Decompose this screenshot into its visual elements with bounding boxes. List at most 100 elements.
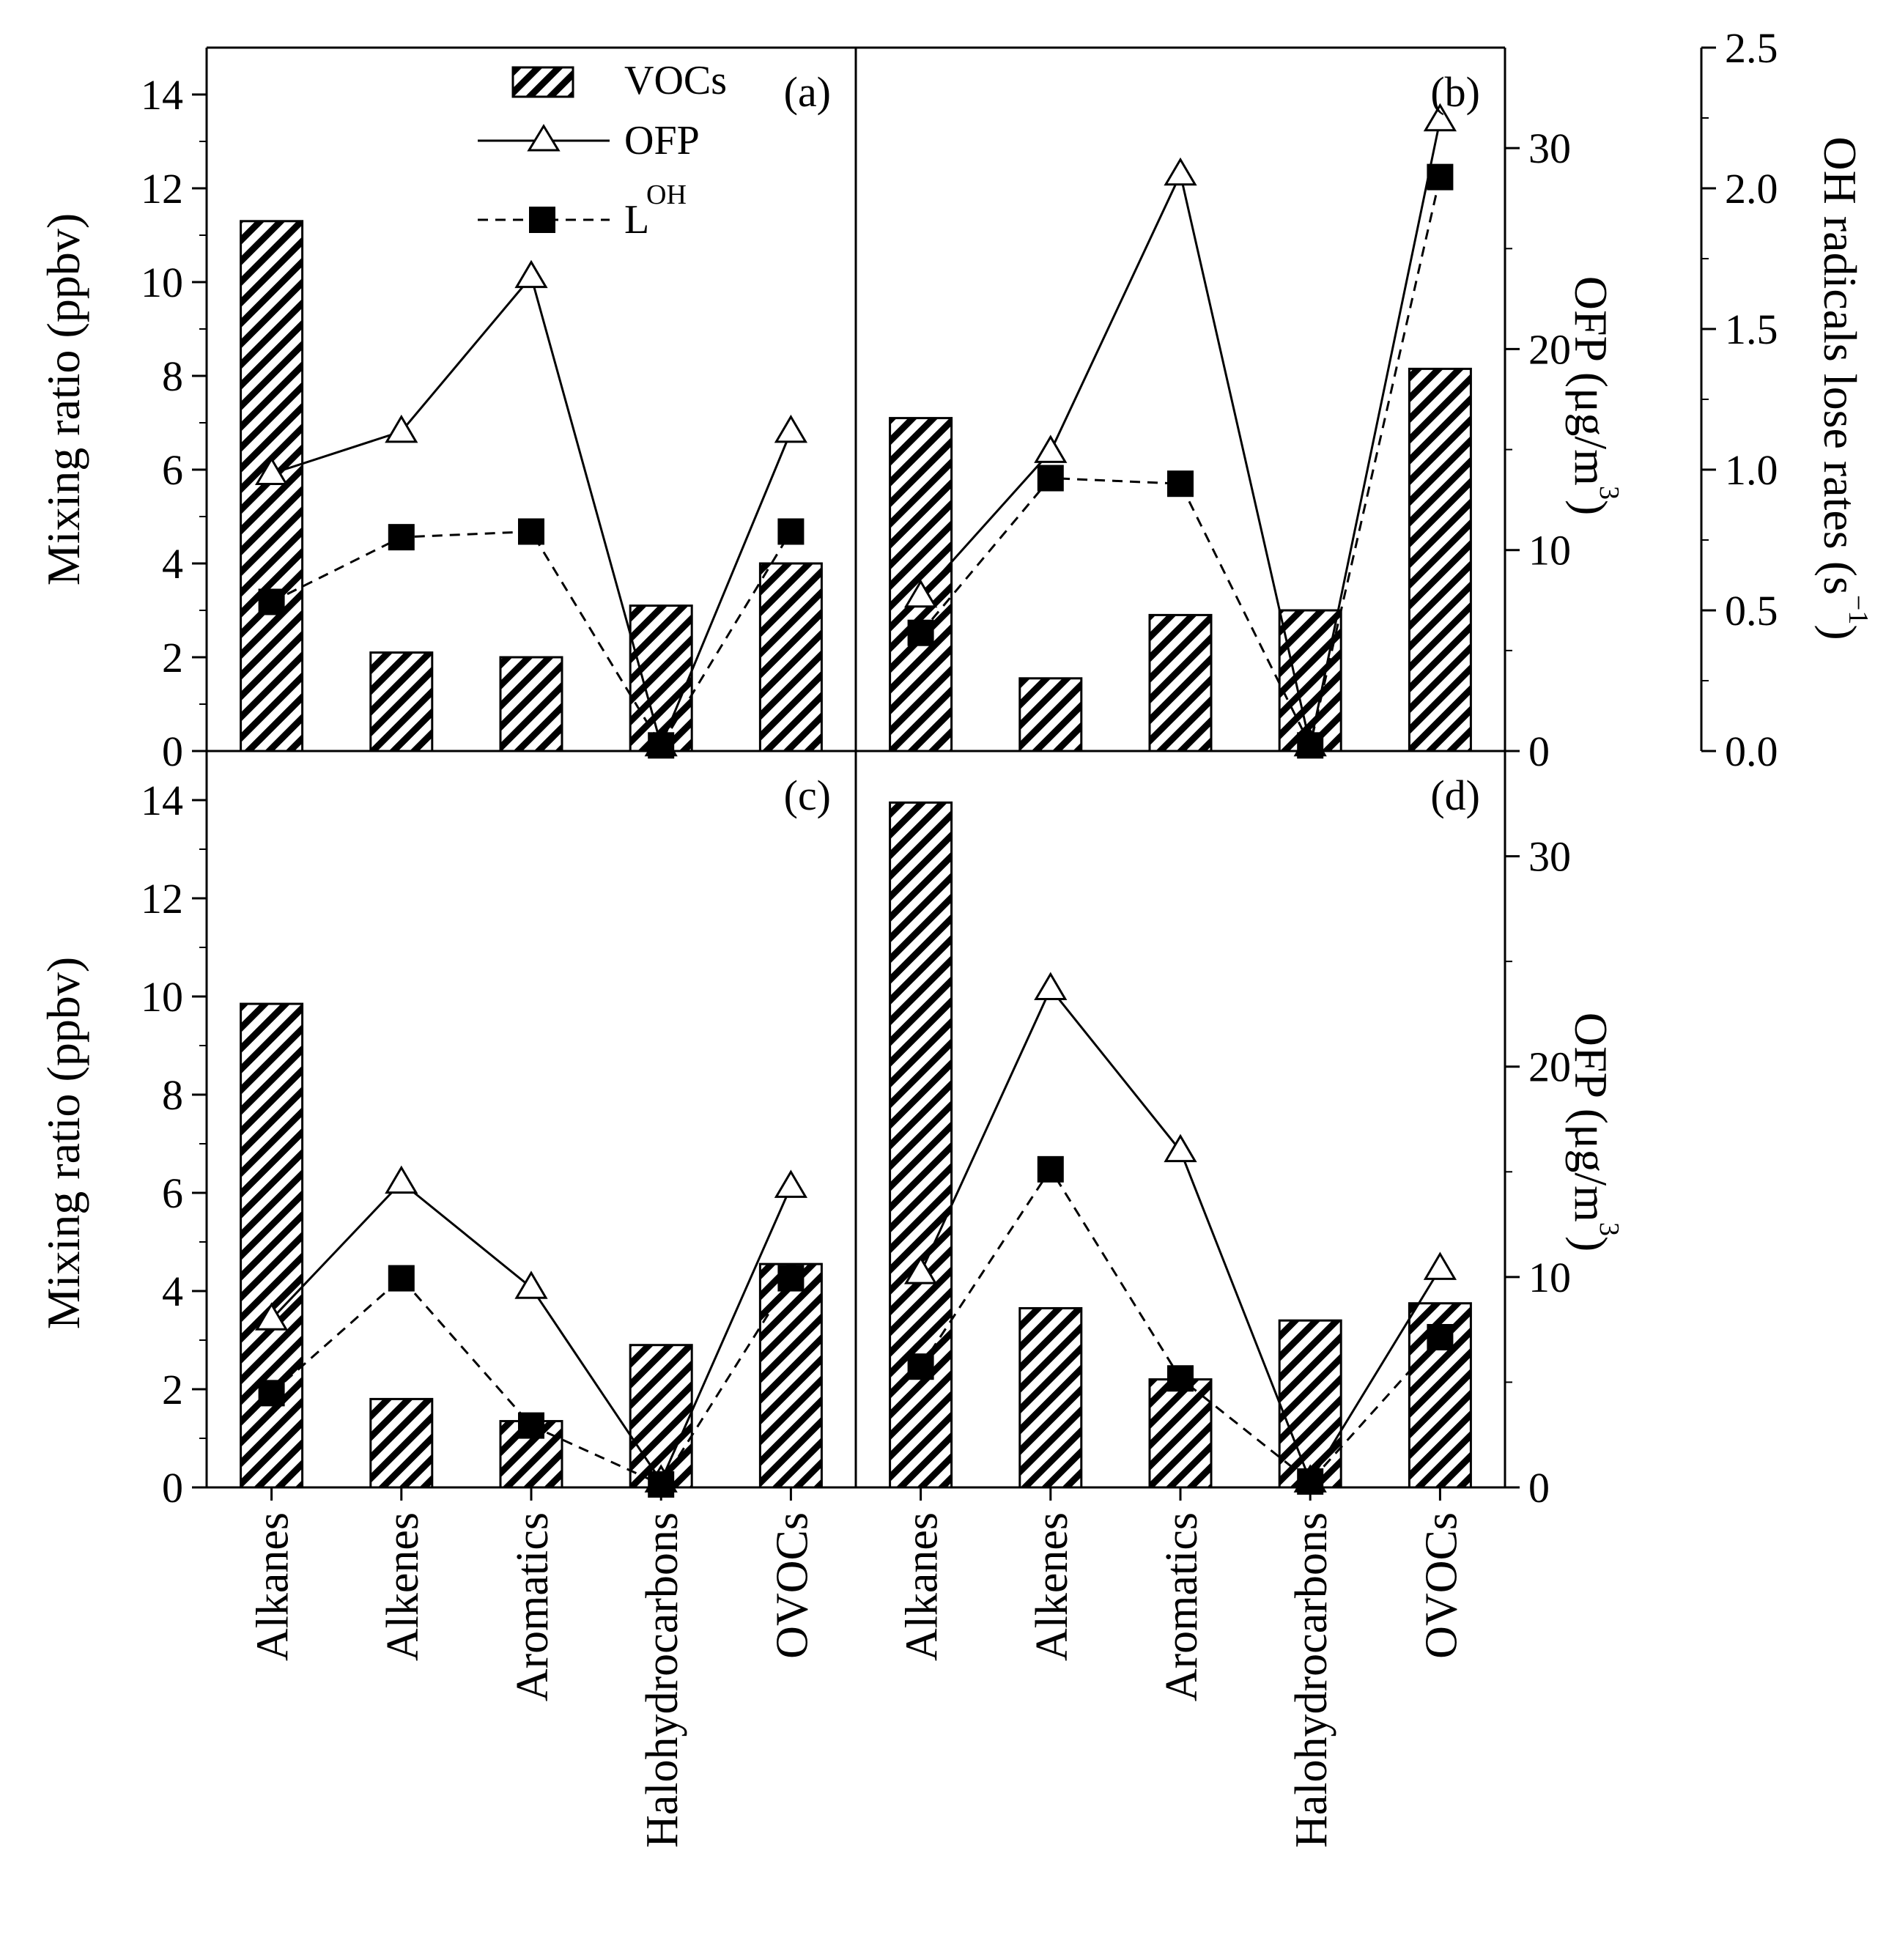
- ofp-point: [514, 1271, 548, 1299]
- voc-bar: [1408, 367, 1472, 752]
- category-label: Alkanes: [898, 1512, 947, 1661]
- voc-bar: [1278, 609, 1342, 752]
- legend-vocs-label: VOCs: [624, 58, 727, 103]
- legend-loh-square-icon: [529, 207, 555, 233]
- voc-bar: [1018, 677, 1083, 752]
- left-tick-label: 2: [162, 634, 183, 681]
- ofp-point: [1164, 157, 1197, 186]
- panel-tag: (a): [784, 68, 831, 116]
- loh-line: [920, 177, 1441, 749]
- ofp-point: [1034, 972, 1068, 1000]
- left-axis-title-top: Mixing ratio (ppbv): [37, 213, 89, 585]
- loh-point: [388, 1265, 415, 1292]
- loh-point: [1427, 1323, 1454, 1350]
- oh-axis-title: OH radicals lose rates (s−1): [1814, 136, 1874, 640]
- voc-bar: [369, 651, 434, 752]
- ofp-tick-label: 20: [1528, 1043, 1571, 1091]
- voc-bar: [1148, 613, 1213, 752]
- legend-vocs-swatch: [511, 66, 574, 98]
- ofp-point: [1423, 1251, 1457, 1280]
- loh-point: [777, 1265, 805, 1292]
- category-label: Alkanes: [248, 1512, 298, 1661]
- category-label: Halohydrocarbons: [637, 1512, 687, 1848]
- voc-bar: [499, 656, 563, 752]
- ofp-tick-label: 0: [1528, 1464, 1550, 1512]
- oh-tick-label: 2.5: [1725, 24, 1778, 72]
- category-label: Aromatics: [508, 1512, 558, 1701]
- ofp-tick-label: 10: [1528, 1254, 1571, 1301]
- loh-point: [518, 518, 544, 545]
- loh-point: [1297, 732, 1324, 759]
- oh-tick-label: 2.0: [1725, 165, 1778, 212]
- loh-point: [518, 1412, 544, 1439]
- legend-ofp-triangle-icon: [527, 124, 561, 152]
- loh-point: [648, 732, 675, 759]
- left-tick-label: 12: [141, 165, 183, 212]
- loh-point: [1167, 470, 1194, 498]
- panel-tag: (c): [784, 772, 831, 819]
- ofp-point: [774, 1169, 808, 1198]
- voc-bar: [1148, 1378, 1213, 1489]
- left-tick-label: 2: [162, 1366, 183, 1413]
- left-tick-label: 0: [162, 1464, 183, 1512]
- voc-bar: [369, 1397, 434, 1489]
- panel-c: (c) Alkanes Alkenes Aromatics Halohydrocarbo…: [240, 772, 831, 1848]
- ofp-point: [774, 414, 808, 443]
- ofp-point: [1164, 1134, 1197, 1163]
- ofp-tick-label: 10: [1528, 527, 1571, 574]
- category-label: Halohydrocarbons: [1287, 1512, 1336, 1848]
- loh-line: [270, 530, 792, 748]
- voc-bar: [758, 562, 823, 752]
- ofp-point: [1034, 434, 1068, 463]
- voc-bar: [1018, 1306, 1083, 1489]
- left-tick-label: 4: [162, 540, 183, 588]
- panel-d: (d) Alkanes Alkenes Aromatics Halohydrocarbo…: [889, 772, 1480, 1848]
- oh-tick-label: 0.0: [1725, 728, 1778, 775]
- category-label: Alkenes: [378, 1512, 428, 1661]
- legend-loh-sup: OH: [646, 180, 687, 210]
- left-tick-label: 12: [141, 875, 183, 922]
- voc-bar: [1278, 1319, 1342, 1489]
- ofp-point: [254, 456, 289, 485]
- panel-a: (a): [240, 68, 831, 759]
- category-label: Alkenes: [1027, 1512, 1077, 1661]
- voc-bar: [629, 604, 693, 752]
- oh-tick-label: 0.5: [1725, 587, 1778, 635]
- ofp-tick-label: 30: [1528, 833, 1571, 881]
- left-tick-label: 14: [141, 777, 183, 824]
- loh-point: [388, 524, 415, 551]
- left-tick-label: 14: [141, 71, 183, 119]
- plot-layer: 0246810121402468101214010203001020300.00…: [141, 24, 1778, 1848]
- legend-loh-label: L: [624, 197, 649, 243]
- left-axis-title-bottom: Mixing ratio (ppbv): [37, 957, 89, 1329]
- voc-bar: [240, 220, 304, 752]
- voc-bar: [889, 801, 953, 1489]
- ofp-point: [385, 414, 418, 443]
- loh-point: [777, 518, 805, 545]
- left-tick-label: 4: [162, 1268, 183, 1315]
- left-tick-label: 8: [162, 352, 183, 400]
- ofp-point: [903, 579, 938, 608]
- panel-tag: (d): [1430, 772, 1480, 819]
- left-tick-label: 8: [162, 1071, 183, 1119]
- loh-point: [907, 619, 934, 646]
- loh-point: [1427, 163, 1454, 191]
- panel-b: (b): [889, 68, 1480, 759]
- category-label: OVOCs: [1416, 1512, 1466, 1659]
- legend: VOCs OFP L OH: [478, 58, 727, 243]
- loh-point: [1167, 1365, 1194, 1392]
- category-label: OVOCs: [767, 1512, 817, 1659]
- oh-tick-label: 1.5: [1725, 306, 1778, 353]
- oh-tick-label: 1.0: [1725, 446, 1778, 494]
- loh-point: [258, 1380, 285, 1407]
- left-tick-label: 10: [141, 973, 183, 1021]
- panel-tag: (b): [1430, 68, 1480, 116]
- left-tick-label: 10: [141, 259, 183, 306]
- left-tick-label: 0: [162, 728, 183, 775]
- legend-ofp-label: OFP: [624, 118, 700, 163]
- ofp-point: [903, 1256, 938, 1284]
- ofp-axis-title-bottom: OFP (μg/m3): [1565, 1013, 1624, 1252]
- loh-point: [258, 588, 285, 615]
- loh-point: [1037, 465, 1064, 492]
